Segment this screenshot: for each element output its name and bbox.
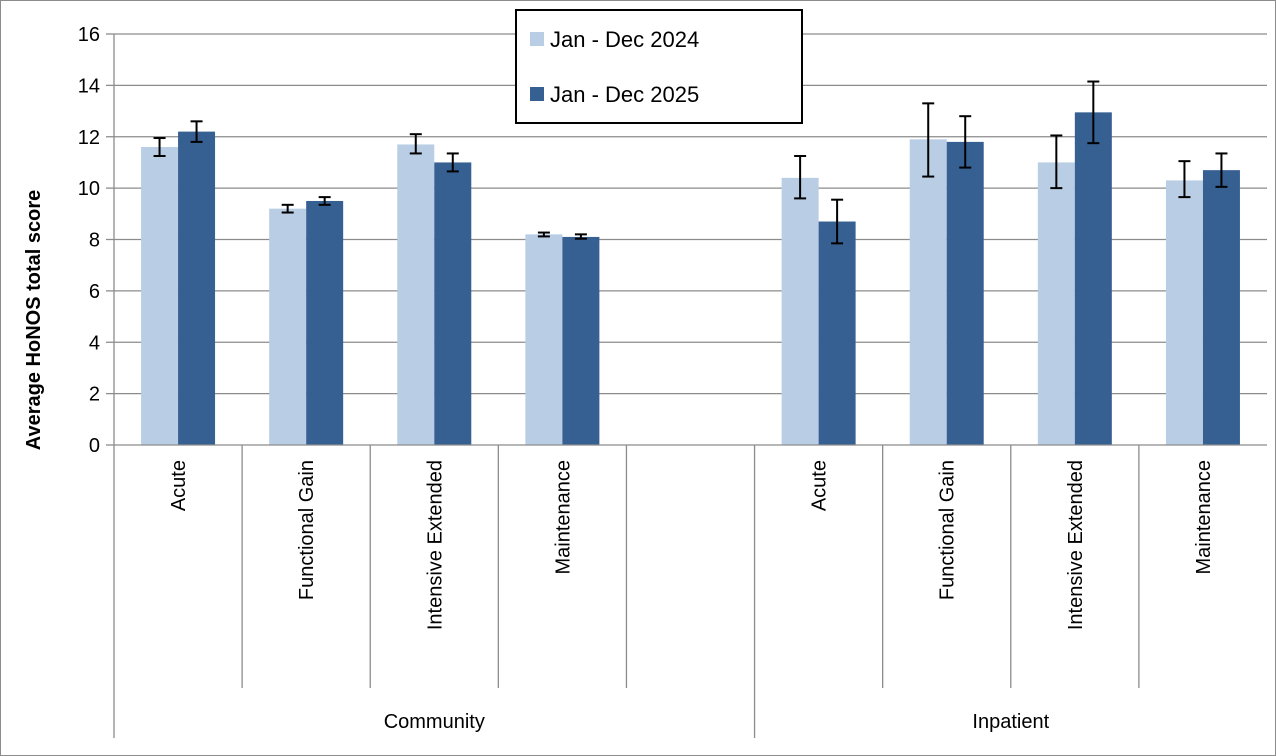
y-tick-label: 10 [78,178,100,200]
legend-label-2024: Jan - Dec 2024 [550,27,699,52]
bar-2024 [525,234,563,445]
bar-2024 [781,177,819,445]
bar-2024 [397,144,435,446]
y-tick-label: 4 [89,332,100,354]
bar-2025 [946,141,984,445]
category-label: Acute [168,460,190,511]
y-tick-label: 6 [89,281,100,303]
y-tick-label: 16 [78,24,100,46]
category-label: Acute [809,460,831,511]
bar-2025 [1202,170,1240,446]
legend-label-2025: Jan - Dec 2025 [550,82,699,107]
legend-swatch-2024 [530,32,544,46]
error-bars [153,80,1228,245]
bar-2024 [1165,180,1203,445]
bar-2025 [178,131,216,446]
bar-2025 [306,200,344,445]
category-label: Functional Gain [296,460,318,600]
y-tick-label: 0 [89,435,100,457]
legend: Jan - Dec 2024 Jan - Dec 2025 [515,9,803,124]
y-tick-label: 2 [89,384,100,406]
bar-2024 [909,139,947,445]
bar-2025 [434,162,472,445]
category-label: Intensive Extended [424,460,446,630]
axes: 0 2 4 6 8 10 12 14 16 [78,24,1267,457]
legend-swatch-2025 [530,87,544,101]
bar-2024 [141,147,179,445]
y-tick-label: 8 [89,230,100,252]
bar-2024 [1037,162,1075,445]
category-label: Maintenance [1193,460,1215,575]
bar-2025 [818,221,856,445]
bars [141,112,1240,446]
category-label: Intensive Extended [1065,460,1087,630]
bar-2024 [269,208,307,445]
category-label: Maintenance [552,460,574,575]
y-axis-label: Average HoNOS total score [23,190,45,450]
y-tick-label: 12 [78,127,100,149]
legend-box [515,9,803,124]
y-tick-label: 14 [78,75,100,97]
group-label: Inpatient [972,711,1049,733]
bar-2025 [562,236,600,445]
group-label: Community [384,711,485,733]
category-labels: Acute Functional Gain Intensive Extended Ma… [113,445,1215,738]
bar-2025 [1074,112,1112,446]
category-label: Functional Gain [937,460,959,600]
